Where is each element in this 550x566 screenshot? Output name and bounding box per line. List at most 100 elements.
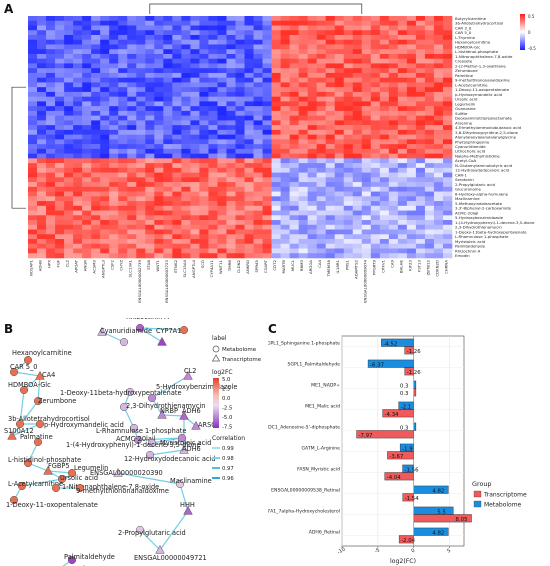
heatmap-cell <box>46 44 56 50</box>
heatmap-cell <box>379 172 390 178</box>
heatmap-cell <box>82 201 92 207</box>
row-label: Acetyl-CoA <box>455 158 477 163</box>
heatmap-cell <box>316 186 326 192</box>
heatmap-cell <box>181 167 191 173</box>
heatmap-cell <box>208 177 218 183</box>
heatmap-cell <box>280 106 290 112</box>
heatmap-cell <box>307 186 317 192</box>
heatmap-cell <box>379 87 390 93</box>
heatmap-cell <box>91 158 101 164</box>
heatmap-cell <box>370 196 381 202</box>
heatmap-cell <box>280 144 290 150</box>
heatmap-cell <box>262 243 272 249</box>
node-label: Maclinamine <box>170 477 212 485</box>
heatmap-cell <box>289 163 299 169</box>
heatmap-cell <box>316 139 326 145</box>
heatmap-cell <box>163 201 173 207</box>
heatmap-cell <box>118 34 128 41</box>
heatmap-cell <box>172 224 182 230</box>
heatmap-cell <box>154 87 164 93</box>
heatmap-cell <box>73 253 83 259</box>
heatmap-cell <box>109 158 119 164</box>
heatmap-cell <box>28 120 38 126</box>
heatmap-cell <box>406 220 417 226</box>
heatmap-cell <box>172 39 182 45</box>
heatmap-cell <box>334 87 345 93</box>
heatmap-cell <box>352 125 363 131</box>
heatmap-cell <box>46 87 56 93</box>
heatmap-cell <box>28 253 38 259</box>
heatmap-cell <box>28 87 38 93</box>
heatmap-cell <box>343 96 354 102</box>
heatmap-cell <box>217 125 227 131</box>
row-label: Phytosphingosine <box>455 139 490 144</box>
heatmap-cell <box>136 120 146 126</box>
heatmap-cell <box>307 53 317 60</box>
bar-value-label: -4.04 <box>387 475 402 481</box>
heatmap-cell <box>289 144 299 150</box>
heatmap-cell <box>163 248 173 254</box>
heatmap-cell <box>280 87 290 93</box>
heatmap-cell <box>262 196 272 202</box>
heatmap-cell <box>298 120 308 126</box>
heatmap-cell <box>298 63 308 69</box>
heatmap-cell <box>235 148 245 154</box>
heatmap-cell <box>343 72 354 78</box>
heatmap-cell <box>127 239 137 245</box>
heatmap-cell <box>343 16 354 22</box>
heatmap-cell <box>415 158 426 164</box>
heatmap-cell <box>226 229 236 235</box>
network-edge <box>149 449 185 456</box>
heatmap-cell <box>370 220 381 226</box>
heatmap-cell <box>316 101 326 107</box>
heatmap-cell <box>352 191 363 197</box>
heatmap-cell <box>82 172 92 178</box>
heatmap-cell <box>244 82 254 88</box>
heatmap-cell <box>145 39 155 45</box>
heatmap-cell <box>280 234 290 240</box>
heatmap-cell <box>253 96 263 102</box>
heatmap-cell <box>154 134 164 140</box>
heatmap-cell <box>298 191 308 197</box>
heatmap-cell <box>415 205 426 211</box>
heatmap-cell <box>298 172 308 178</box>
heatmap-cell <box>262 172 272 178</box>
node-label: 2,3-Dihydrothienamycin <box>126 402 205 410</box>
heatmap-cell <box>253 77 263 83</box>
heatmap-cell <box>379 224 390 230</box>
heatmap-cell <box>172 87 182 93</box>
heatmap-cell <box>226 106 236 112</box>
gene-node <box>43 465 53 475</box>
heatmap-cell <box>379 58 390 64</box>
heatmap-cell <box>289 205 299 211</box>
heatmap-cell <box>100 115 110 121</box>
heatmap-cell <box>433 215 444 221</box>
heatmap-cell <box>379 158 390 164</box>
heatmap-cell <box>280 210 290 216</box>
heatmap-cell <box>190 182 200 188</box>
heatmap-cell <box>325 201 336 207</box>
heatmap-cell <box>82 191 92 197</box>
column-label: STAB <box>146 260 151 270</box>
heatmap-cell <box>262 101 272 107</box>
heatmap-cell <box>244 39 254 45</box>
heatmap-cell <box>226 215 236 221</box>
heatmap-cell <box>226 30 236 36</box>
heatmap-cell <box>136 63 146 69</box>
heatmap-cell <box>244 96 254 102</box>
heatmap-cell <box>262 220 272 226</box>
heatmap-cell <box>316 125 326 131</box>
heatmap-cell <box>253 224 263 230</box>
heatmap-cell <box>181 49 191 55</box>
column-labels: NOSAP1 ADHB HPX FGF CL2 APOAT ANGR ACSM3 ANGPTL3… <box>29 259 449 303</box>
heatmap-cell <box>208 196 218 202</box>
heatmap-cell <box>208 172 218 178</box>
heatmap-cell <box>109 139 119 145</box>
heatmap-cell <box>289 248 299 254</box>
heatmap-cell <box>415 39 426 45</box>
heatmap-cell <box>172 72 182 78</box>
heatmap-cell <box>109 110 119 116</box>
heatmap-cell <box>262 44 272 50</box>
heatmap-cell <box>424 182 435 188</box>
row-label: 5-Hydroxybenzimidazole <box>455 215 504 220</box>
